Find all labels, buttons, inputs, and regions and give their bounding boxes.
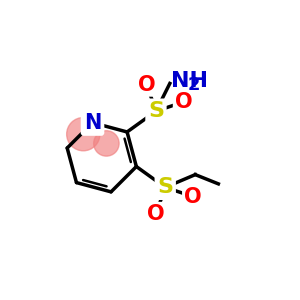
Text: O: O bbox=[184, 187, 202, 207]
Text: S: S bbox=[148, 101, 164, 121]
Text: N: N bbox=[84, 113, 101, 133]
Circle shape bbox=[67, 118, 100, 151]
Text: NH: NH bbox=[171, 71, 208, 91]
Text: O: O bbox=[138, 75, 155, 94]
Text: O: O bbox=[175, 92, 193, 112]
Text: O: O bbox=[147, 204, 165, 224]
Circle shape bbox=[94, 131, 119, 156]
Text: S: S bbox=[157, 177, 173, 197]
Text: 2: 2 bbox=[187, 76, 200, 94]
